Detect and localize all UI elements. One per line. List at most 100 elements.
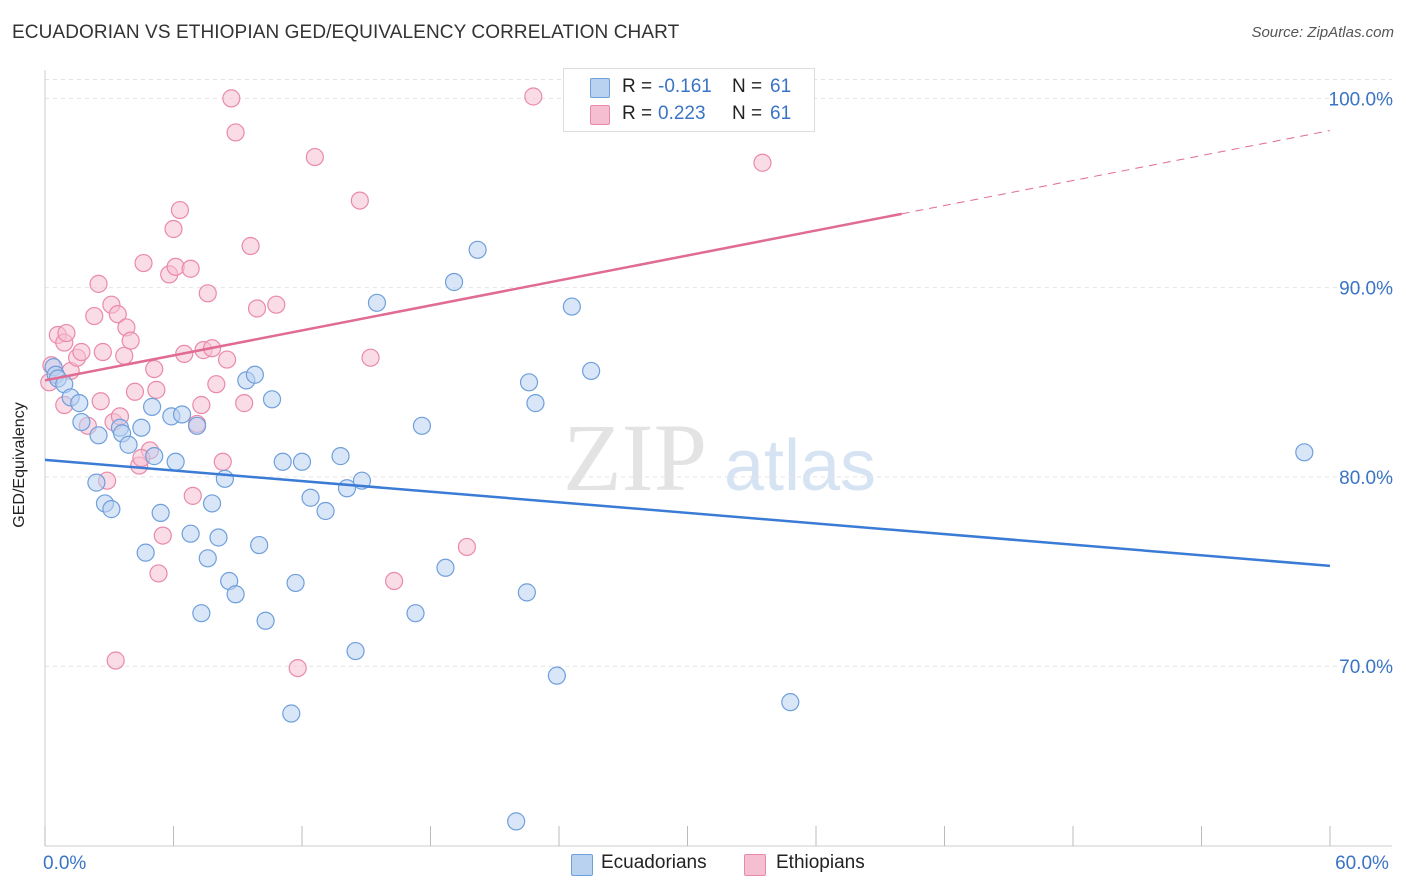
ecuadorians-point (136, 543, 155, 562)
ecuadorians-point (226, 585, 245, 604)
ecuadorians-point (142, 397, 162, 416)
legend-n-label: N = (732, 76, 763, 97)
series-swatch-ethiopians (744, 854, 766, 876)
ecuadorians-point (406, 604, 425, 623)
ecuadorians-point (187, 416, 207, 435)
ecuadorians-point (102, 500, 121, 519)
ecuadorians-point (89, 426, 108, 445)
ecuadorians-point (367, 293, 387, 312)
ecuadorians-point (87, 473, 106, 492)
series-label-ecuadorians: Ecuadorians (601, 852, 707, 873)
ecuadorians-point (292, 452, 312, 471)
ecuadorians-point (316, 501, 335, 521)
ethiopians-point (192, 395, 211, 415)
ethiopians-point (198, 284, 217, 303)
ecuadorians-point (519, 373, 539, 392)
ecuadorians-point (282, 704, 301, 723)
ecuadorians-point (526, 394, 545, 413)
ethiopians-point (235, 394, 254, 413)
legend-r-value-ecuadorians: -0.161 (658, 76, 712, 97)
ecuadorians-point (192, 604, 211, 623)
ethiopians-point (753, 153, 772, 172)
ethiopians-point (213, 452, 232, 471)
ethiopians-point (457, 537, 477, 557)
ecuadorians-point (436, 558, 455, 577)
chart-source: Source: ZipAtlas.com (1251, 24, 1394, 41)
ethiopians-point (288, 658, 307, 678)
y-tick-label: 90.0% (1339, 279, 1393, 300)
ethiopians-point (247, 299, 267, 318)
ecuadorians-point (145, 447, 164, 466)
ecuadorians-point (250, 535, 269, 555)
ethiopians-point (93, 342, 112, 362)
ethiopians-point (147, 380, 166, 399)
ecuadorians-point (337, 479, 357, 498)
ecuadorians-point (468, 240, 487, 259)
ethiopians-point (72, 342, 91, 362)
ethiopians-point (361, 348, 380, 367)
ecuadorians-point (781, 693, 800, 712)
legend-swatch-ecuadorians (590, 78, 610, 98)
watermark-zip: ZIP (563, 404, 707, 511)
ecuadorians-point (331, 447, 350, 466)
ecuadorians-point (245, 365, 264, 384)
ethiopians-point (166, 257, 185, 276)
ecuadorians-point (72, 412, 91, 432)
y-tick-label: 80.0% (1339, 468, 1393, 489)
ethiopians-point (89, 274, 108, 293)
ethiopians-point (145, 359, 164, 379)
ethiopians-point (115, 346, 134, 365)
ethiopians-point (183, 486, 202, 505)
x-tick-label: 60.0% (1335, 853, 1389, 874)
ethiopians-point (149, 564, 168, 583)
ecuadorians-point (132, 418, 151, 437)
ecuadorians-point (444, 272, 464, 292)
ecuadorians-point (346, 641, 365, 661)
ecuadorians-point (151, 503, 170, 522)
ecuadorians-point (517, 583, 536, 602)
legend-n-value-ecuadorians: 61 (770, 76, 792, 97)
ecuadorians-point (166, 452, 185, 471)
ethiopians-point (222, 89, 241, 108)
legend-swatch-ethiopians (590, 105, 610, 125)
series-label-ethiopians: Ethiopians (776, 852, 865, 873)
ethiopians-point (305, 147, 324, 167)
x-tick-label: 0.0% (43, 853, 86, 874)
ecuadorians-trend-line (44, 458, 1331, 568)
legend-r-label: R = (622, 76, 653, 97)
ethiopians-point (57, 323, 76, 343)
watermark-atlas: atlas (724, 426, 876, 506)
ecuadorians-point (412, 416, 432, 435)
ecuadorians-point (181, 524, 200, 543)
ethiopians-point (91, 392, 110, 411)
ethiopians-point (85, 306, 104, 326)
ecuadorians-point (209, 528, 228, 547)
ethiopians-point (134, 253, 153, 273)
ecuadorians-point (301, 488, 320, 507)
ecuadorians-point (70, 394, 89, 413)
ethiopians-point (384, 571, 404, 591)
ethiopians-point (181, 259, 200, 278)
ecuadorians-point (198, 549, 217, 568)
ecuadorians-point (202, 494, 222, 513)
ecuadorians-point (172, 405, 192, 424)
legend-n-value-ethiopians: 61 (770, 103, 792, 124)
legend-n-label: N = (732, 103, 763, 124)
chart-title: ECUADORIAN VS ETHIOPIAN GED/EQUIVALENCY … (12, 22, 680, 43)
ecuadorians-point (273, 452, 292, 471)
ecuadorians-point (507, 812, 526, 831)
ecuadorians-point (262, 390, 282, 409)
series-swatch-ecuadorians (571, 854, 593, 876)
ecuadorians-point (286, 573, 305, 593)
ecuadorians-point (582, 361, 601, 381)
legend-r-label: R = (622, 103, 653, 124)
ethiopians-point (125, 382, 145, 401)
ethiopians-point (164, 219, 183, 239)
ethiopians-point (207, 375, 226, 394)
stats-legend: R = -0.161 N = 61 R = 0.223 N = 61 (563, 68, 815, 132)
ethiopians-point (350, 191, 369, 210)
ethiopians-point (524, 87, 543, 106)
y-tick-label: 100.0% (1329, 89, 1394, 110)
ethiopians-point (226, 123, 245, 142)
